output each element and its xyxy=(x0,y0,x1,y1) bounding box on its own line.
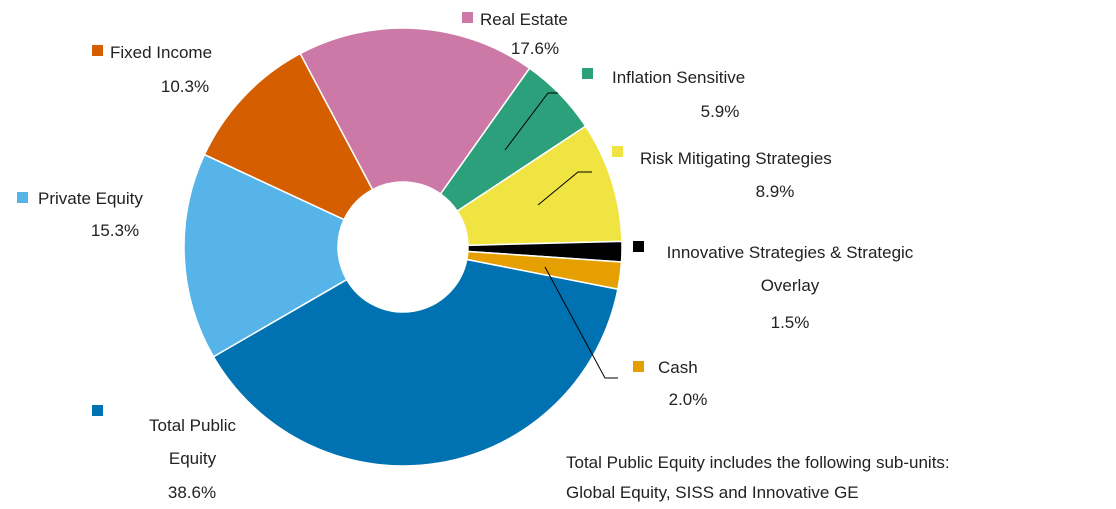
legend-swatch xyxy=(92,45,103,56)
legend-swatch xyxy=(462,12,473,23)
annotation: Global Equity, SISS and Innovative GE xyxy=(566,483,859,502)
slice-label: Cash xyxy=(658,358,698,377)
slice-label: Total Public Equity xyxy=(149,416,236,468)
value-label: 8.9% xyxy=(755,182,795,201)
legend-swatch xyxy=(612,146,623,157)
slice xyxy=(299,27,531,195)
slice-label: Real Estate xyxy=(480,10,568,29)
leader-line xyxy=(504,92,558,151)
value-label: 1.5% xyxy=(770,313,810,332)
slice-label: Innovative Strategies & Strategic Overla… xyxy=(666,243,914,295)
legend-swatch xyxy=(92,405,103,416)
slice-label: Fixed Income xyxy=(110,43,213,62)
annotation: Total Public Equity includes the followi… xyxy=(566,453,950,472)
value-label: 15.3% xyxy=(90,221,140,240)
value-label: 10.3% xyxy=(160,77,210,96)
slice xyxy=(212,258,619,467)
slice-label: Inflation Sensitive xyxy=(612,68,746,87)
legend-swatch xyxy=(17,192,28,203)
legend-swatch xyxy=(582,68,593,79)
value-label: 5.9% xyxy=(700,102,740,121)
slice-label: Risk Mitigating Strategies xyxy=(640,149,832,168)
slice xyxy=(203,52,374,221)
value-label: 2.0% xyxy=(668,390,708,409)
legend-swatch xyxy=(633,361,644,372)
slice-label: Private Equity xyxy=(38,189,143,208)
leader-line xyxy=(537,171,592,206)
value-label: 38.6% xyxy=(167,483,217,502)
legend-swatch xyxy=(633,241,644,252)
value-label: 17.6% xyxy=(510,39,560,58)
leader-line xyxy=(544,266,618,379)
slice xyxy=(183,153,348,358)
slices xyxy=(183,27,623,467)
